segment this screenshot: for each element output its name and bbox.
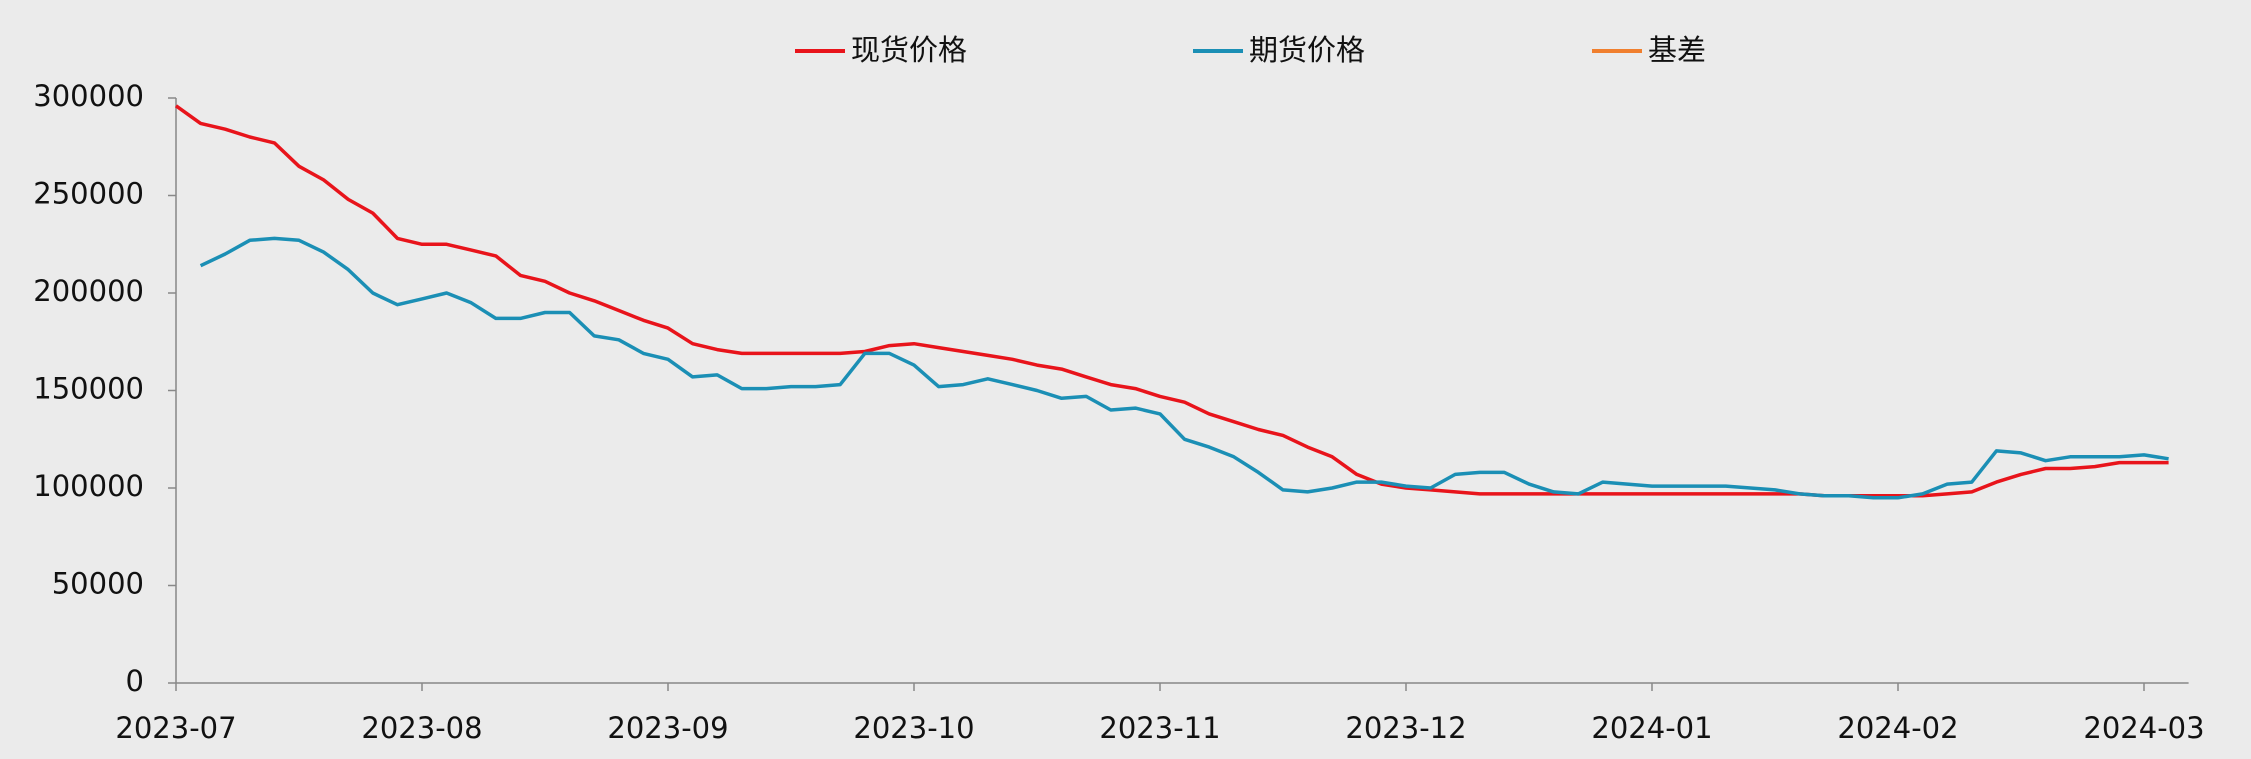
y-tick-label: 50000	[52, 567, 144, 601]
y-tick-label: 200000	[33, 274, 144, 308]
y-tick-label: 150000	[33, 372, 144, 406]
x-tick-label: 2023-09	[607, 711, 728, 745]
y-tick-label: 300000	[33, 79, 144, 113]
y-tick-label: 0	[126, 664, 144, 698]
x-tick-label: 2023-12	[1345, 711, 1466, 745]
x-tick-label: 2024-01	[1591, 711, 1712, 745]
y-tick-label: 250000	[33, 177, 144, 211]
x-tick-label: 2023-11	[1099, 711, 1220, 745]
legend-label: 现货价格	[851, 33, 967, 67]
y-tick-label: 100000	[33, 469, 144, 503]
x-tick-label: 2023-07	[115, 711, 236, 745]
x-tick-label: 2023-10	[853, 711, 974, 745]
legend-label: 期货价格	[1249, 33, 1365, 67]
x-tick-label: 2024-03	[2083, 711, 2204, 745]
legend-label: 基差	[1648, 33, 1706, 67]
x-tick-label: 2024-02	[1837, 711, 1958, 745]
x-tick-label: 2023-08	[361, 711, 482, 745]
series-line	[199, 236, 2169, 500]
